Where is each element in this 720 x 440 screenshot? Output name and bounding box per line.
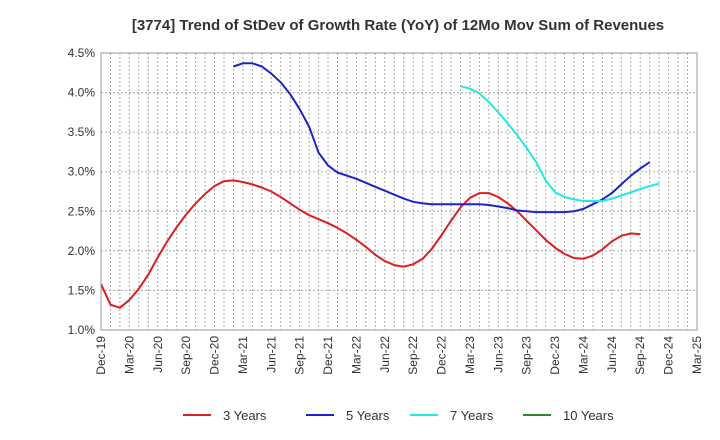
x-tick-label: Jun-20 bbox=[151, 336, 165, 373]
x-tick-label: Mar-22 bbox=[349, 336, 363, 374]
y-axis: 1.0% 1.5% 2.0% 2.5% 3.0% 3.5% 4.0% 4.5% bbox=[68, 46, 96, 337]
y-tick-label: 3.5% bbox=[68, 125, 96, 139]
x-tick-label: Sep-21 bbox=[293, 336, 307, 375]
x-tick-label: Mar-25 bbox=[690, 336, 704, 374]
x-tick-label: Sep-24 bbox=[633, 336, 647, 375]
x-axis: Dec-19 Mar-20 Jun-20 Sep-20 Dec-20 Mar-21 Jun-… bbox=[94, 336, 704, 375]
x-tick-label: Mar-23 bbox=[463, 336, 477, 374]
series-line-5-years bbox=[233, 62, 651, 214]
x-tick-label: Dec-22 bbox=[435, 336, 449, 375]
series-line-3-years bbox=[100, 179, 641, 309]
series-lines bbox=[100, 62, 660, 309]
x-tick-label: Dec-23 bbox=[548, 336, 562, 375]
y-tick-label: 1.0% bbox=[68, 323, 96, 337]
plot-frame bbox=[100, 52, 698, 331]
chart-title: [3774] Trend of StDev of Growth Rate (Yo… bbox=[132, 17, 664, 34]
y-tick-label: 4.0% bbox=[68, 86, 96, 100]
x-tick-label: Jun-24 bbox=[605, 336, 619, 373]
grid bbox=[100, 52, 698, 331]
y-tick-label: 3.0% bbox=[68, 165, 96, 179]
legend-label: 10 Years bbox=[563, 408, 614, 423]
y-tick-label: 1.5% bbox=[68, 283, 96, 297]
legend: 3 Years 5 Years 7 Years 10 Years bbox=[183, 408, 614, 423]
y-tick-label: 4.5% bbox=[68, 46, 96, 60]
x-tick-label: Dec-19 bbox=[94, 336, 108, 375]
x-tick-label: Jun-21 bbox=[264, 336, 278, 373]
y-tick-label: 2.0% bbox=[68, 244, 96, 258]
legend-label: 7 Years bbox=[450, 408, 494, 423]
x-tick-label: Jun-22 bbox=[378, 336, 392, 373]
x-tick-label: Mar-20 bbox=[122, 336, 136, 374]
x-tick-label: Mar-21 bbox=[236, 336, 250, 374]
legend-label: 5 Years bbox=[346, 408, 390, 423]
x-tick-label: Mar-24 bbox=[576, 336, 590, 374]
y-tick-label: 2.5% bbox=[68, 204, 96, 218]
x-tick-label: Sep-22 bbox=[406, 336, 420, 375]
legend-label: 3 Years bbox=[223, 408, 267, 423]
series-line-7-years bbox=[460, 85, 660, 202]
x-tick-label: Dec-20 bbox=[208, 336, 222, 375]
x-tick-label: Dec-21 bbox=[321, 336, 335, 375]
x-tick-label: Dec-24 bbox=[662, 336, 676, 375]
x-tick-label: Sep-20 bbox=[179, 336, 193, 375]
x-tick-label: Jun-23 bbox=[491, 336, 505, 373]
x-tick-label: Sep-23 bbox=[520, 336, 534, 375]
